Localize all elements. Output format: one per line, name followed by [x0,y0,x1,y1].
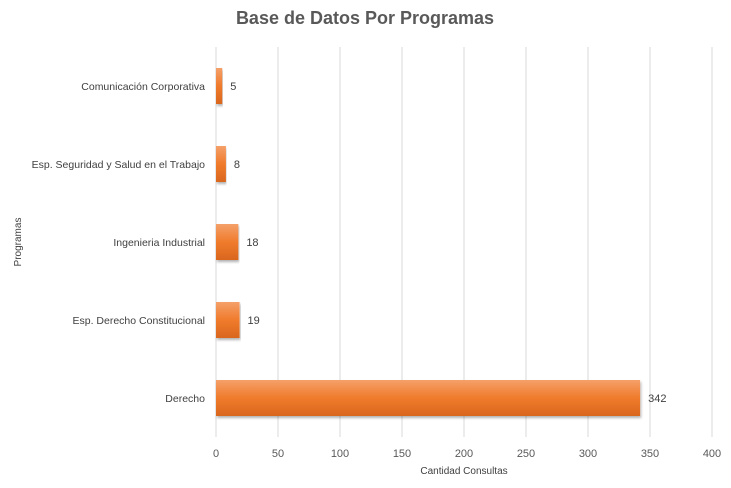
bar [216,68,223,104]
category-label: Comunicación Corporativa [81,81,205,93]
category-label: Esp. Derecho Constitucional [73,315,206,327]
chart-title: Base de Datos Por Programas [236,8,494,28]
x-axis-label: Cantidad Consultas [420,466,507,477]
category-label: Esp. Seguridad y Salud en el Trabajo [32,159,206,171]
data-label: 5 [230,81,236,93]
x-tick-label: 150 [393,448,411,460]
x-tick-label: 50 [272,448,284,460]
x-tick-label: 0 [213,448,219,460]
x-tick-label: 200 [455,448,473,460]
category-label: Ingenieria Industrial [113,237,205,249]
data-label: 19 [248,315,260,327]
x-tick-label: 300 [579,448,597,460]
bar [216,302,240,338]
x-tick-label: 100 [331,448,349,460]
bar [216,146,226,182]
data-label: 8 [234,159,240,171]
data-label: 342 [648,393,666,405]
x-tick-label: 400 [703,448,721,460]
x-tick-label: 350 [641,448,659,460]
data-label: 18 [246,237,258,249]
category-label: Derecho [165,393,205,405]
bar [216,224,239,260]
y-axis-label: Programas [13,218,24,267]
bar [216,380,641,416]
x-tick-label: 250 [517,448,535,460]
